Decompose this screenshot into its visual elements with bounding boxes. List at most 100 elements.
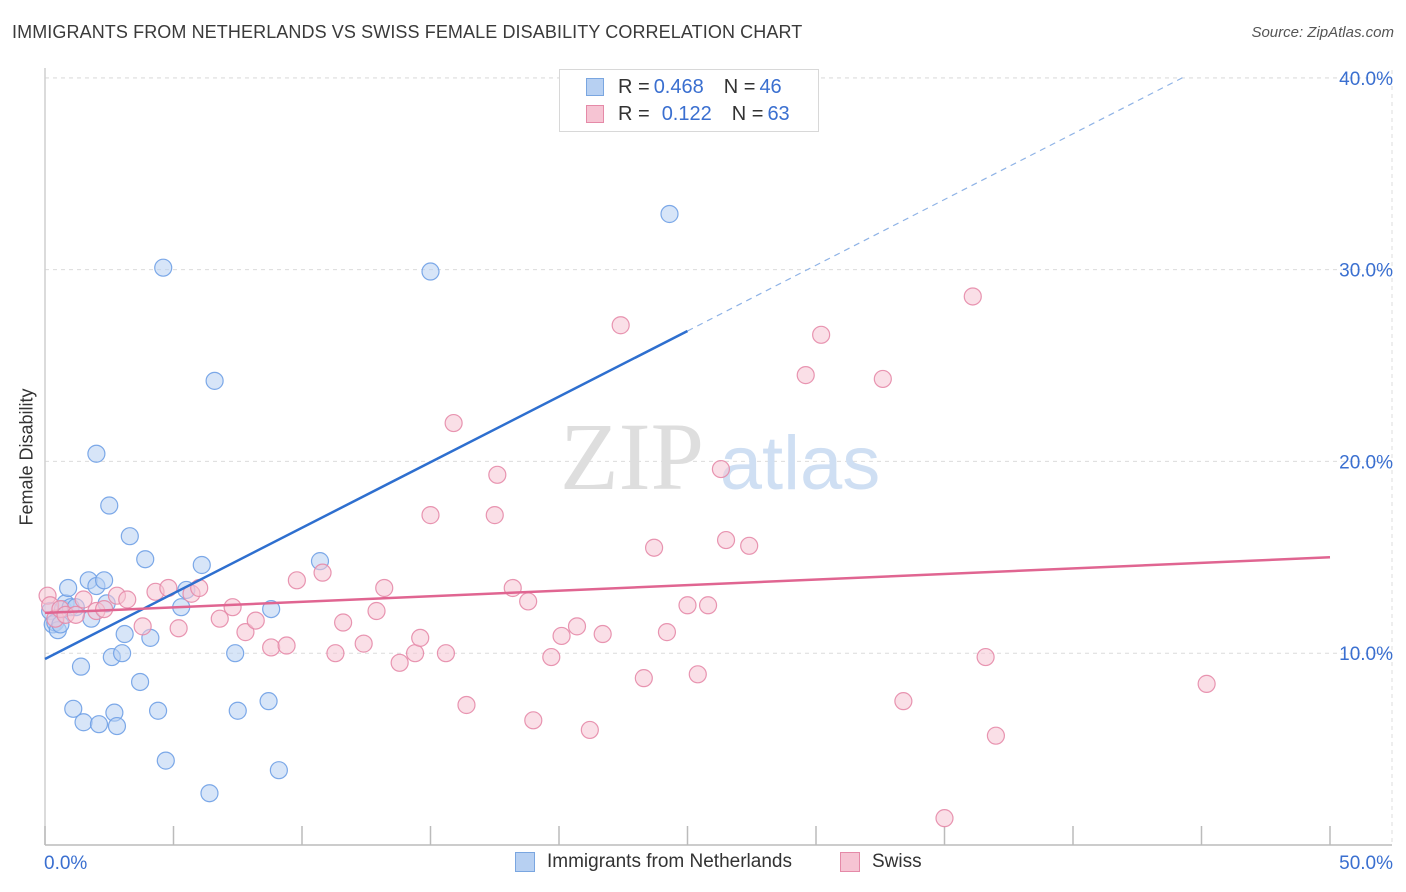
point-swiss [236,623,255,642]
point-netherlands [226,644,245,663]
legend-swatch-blue [586,78,604,96]
grid [45,70,1393,845]
point-swiss [986,726,1006,745]
point-swiss [698,596,718,615]
y-tick-label: 40.0% [1339,69,1393,90]
point-swiss [262,638,281,657]
point-swiss [313,563,332,582]
point-swiss [711,459,731,479]
legend-n-label: N = [723,75,756,98]
point-netherlands [192,555,211,575]
legend-item-swiss[interactable]: Swiss [840,851,922,873]
point-netherlands [95,571,114,590]
legend-r-label: R = [618,102,650,125]
point-swiss [963,287,982,306]
point-netherlands [115,624,134,644]
point-swiss [740,536,759,555]
legend-n-label: N = [731,102,764,125]
point-swiss [593,624,612,644]
point-swiss [657,623,677,642]
point-netherlands [112,644,132,663]
trend-line-netherlands-extension [687,75,1187,332]
trend-lines [44,75,1331,661]
point-swiss [567,617,587,636]
legend-label-swiss: Swiss [872,851,922,872]
point-netherlands [130,672,150,692]
point-swiss [457,695,476,715]
legend-item-netherlands[interactable]: Immigrants from Netherlands [515,851,792,873]
point-swiss [74,590,93,609]
legend-r-value: 0.122 [661,102,712,125]
point-netherlands [148,701,168,720]
legend-n-value: 63 [767,102,790,125]
tick-labels: 10.0% 20.0% 30.0% 40.0% 0.0% 50.0% [44,69,1393,874]
point-netherlands [136,550,155,569]
y-axis-label: Female Disability [16,388,37,526]
point-swiss [976,647,995,667]
point-netherlands [228,701,247,720]
point-swiss [223,598,242,617]
point-swiss [405,644,425,663]
point-netherlands [100,496,119,515]
source-label: Source: ZipAtlas.com [1251,24,1394,41]
point-swiss [894,692,913,711]
points [38,204,1216,828]
point-swiss [634,669,653,688]
legend-swatch-pink [840,852,860,872]
point-swiss [552,626,571,646]
point-swiss [354,634,373,653]
x-tick-label: 0.0% [44,853,87,874]
point-swiss [519,592,538,611]
point-netherlands [200,784,219,803]
point-netherlands [660,204,679,224]
y-tick-label: 30.0% [1339,261,1393,282]
point-swiss [411,628,430,647]
legend-label-netherlands: Immigrants from Netherlands [547,851,792,872]
point-netherlands [71,657,91,676]
point-netherlands [205,371,224,390]
point-netherlands [59,578,78,598]
point-netherlands [262,599,281,619]
trend-line-netherlands [44,329,689,661]
point-netherlands [154,258,173,277]
point-swiss [812,325,831,344]
point-swiss [611,316,630,335]
point-netherlands [107,716,127,736]
axes [44,68,1392,846]
point-swiss [390,653,409,672]
point-swiss [1197,674,1216,693]
watermark: ZIP atlas [560,403,880,510]
point-netherlands [269,761,288,780]
point-netherlands [89,715,109,734]
point-swiss [246,611,265,630]
chart-title: IMMIGRANTS FROM NETHERLANDS VS SWISS FEM… [12,22,803,42]
point-swiss [873,369,892,389]
point-netherlands [87,444,106,463]
point-netherlands [421,262,440,281]
point-swiss [580,720,599,740]
point-swiss [277,636,296,655]
correlation-legend: R = 0.468 N = 46 R = 0.122 N = 63 [559,69,819,132]
y-tick-label: 10.0% [1339,644,1393,665]
legend-r-label: R = [618,75,650,98]
point-swiss [485,506,504,525]
watermark-zip: ZIP [560,403,704,510]
point-swiss [118,590,137,609]
point-swiss [796,366,815,385]
legend-n-value: 46 [759,75,782,98]
legend-swatch-blue [515,852,535,872]
legend-r-value: 0.468 [653,75,704,98]
point-swiss [678,596,697,615]
point-swiss [542,647,561,667]
point-swiss [935,809,954,828]
point-netherlands [120,527,139,546]
point-netherlands [156,751,175,770]
point-netherlands [64,699,83,718]
point-swiss [133,617,152,636]
point-swiss [444,413,463,433]
point-swiss [436,644,456,663]
point-swiss [375,578,394,598]
point-swiss [488,465,507,484]
point-swiss [334,613,353,632]
